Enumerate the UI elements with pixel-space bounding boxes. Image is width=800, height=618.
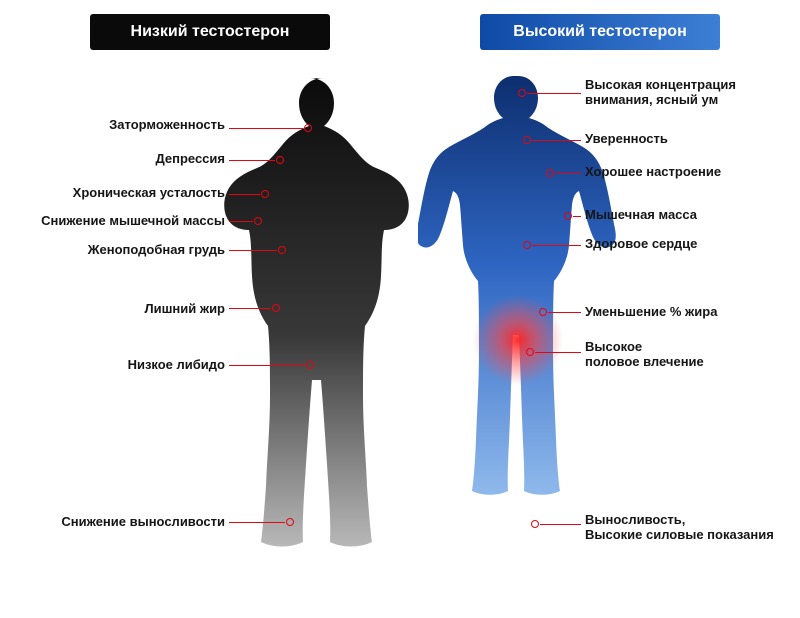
high-label: Мышечная масса xyxy=(585,208,697,223)
marker-dot xyxy=(286,518,294,526)
marker-dot xyxy=(523,136,531,144)
marker-dot xyxy=(531,520,539,528)
high-testosterone-panel: Высокий тестостерон Высокая концентрация… xyxy=(400,0,800,618)
low-label: Низкое либидо xyxy=(128,358,225,373)
leader-line xyxy=(555,173,581,174)
high-label: Уверенность xyxy=(585,132,668,147)
marker-dot xyxy=(539,308,547,316)
leader-line xyxy=(229,160,275,161)
marker-dot xyxy=(261,190,269,198)
marker-dot xyxy=(518,89,526,97)
leader-line xyxy=(548,312,581,313)
high-label: Уменьшение % жира xyxy=(585,305,717,320)
high-labels: Высокая концентрация внимания, ясный ум У… xyxy=(585,0,800,618)
marker-dot xyxy=(523,241,531,249)
marker-dot xyxy=(304,124,312,132)
low-label: Женоподобная грудь xyxy=(88,243,225,258)
low-label: Снижение мышечной массы xyxy=(41,214,225,229)
marker-dot xyxy=(254,217,262,225)
leader-line xyxy=(229,221,253,222)
leader-line xyxy=(229,522,285,523)
leader-line xyxy=(229,365,305,366)
marker-dot xyxy=(272,304,280,312)
high-label: Высокое половое влечение xyxy=(585,340,704,370)
leader-line xyxy=(535,352,581,353)
marker-dot xyxy=(564,212,572,220)
low-labels: Заторможенность Депрессия Хроническая уста… xyxy=(0,0,225,618)
leader-line xyxy=(573,216,581,217)
low-label: Хроническая усталость xyxy=(73,186,225,201)
marker-dot xyxy=(526,348,534,356)
low-label: Лишний жир xyxy=(144,302,225,317)
low-label: Заторможенность xyxy=(109,118,225,133)
low-label: Снижение выносливости xyxy=(61,515,225,530)
high-label: Высокая концентрация внимания, ясный ум xyxy=(585,78,736,108)
low-label: Депрессия xyxy=(155,152,225,167)
marker-dot xyxy=(276,156,284,164)
low-silhouette xyxy=(205,70,415,610)
high-label: Здоровое сердце xyxy=(585,237,697,252)
leader-line xyxy=(229,194,260,195)
leader-line xyxy=(540,524,581,525)
leader-line xyxy=(229,128,303,129)
marker-dot xyxy=(306,361,314,369)
leader-line xyxy=(229,250,277,251)
leader-line xyxy=(527,93,581,94)
marker-dot xyxy=(278,246,286,254)
low-testosterone-panel: Низкий тестостерон ЗаторможенностьДепрес… xyxy=(0,0,400,618)
marker-dot xyxy=(546,169,554,177)
high-label: Хорошее настроение xyxy=(585,165,721,180)
high-label: Выносливость, Высокие силовые показания xyxy=(585,513,774,543)
leader-line xyxy=(229,308,271,309)
leader-line xyxy=(532,140,581,141)
leader-line xyxy=(532,245,581,246)
